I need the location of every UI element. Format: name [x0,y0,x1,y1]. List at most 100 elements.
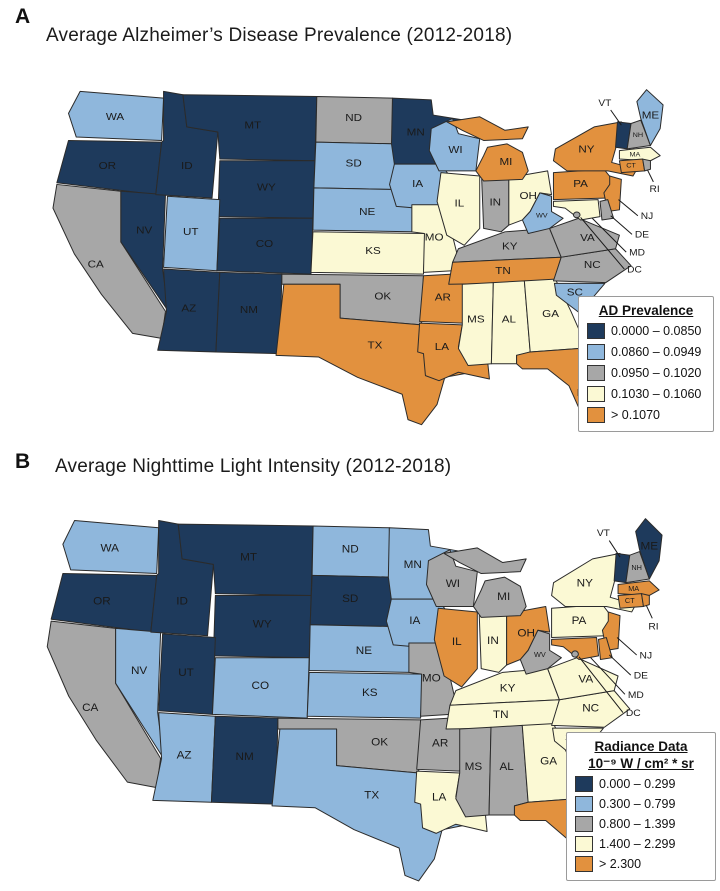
legend-swatch-class-4 [575,856,593,872]
state-dc [572,651,579,657]
panel-b-label: B [15,450,31,473]
legend-class-label: 0.800 – 1.399 [599,817,676,831]
state-nd-label: ND [345,113,362,124]
state-me-label: ME [642,110,659,121]
state-ia-label: IA [409,615,421,627]
state-vt-leader-line [609,541,620,557]
state-ma [619,147,660,161]
state-az [158,269,220,352]
state-ma [618,581,659,596]
state-mo-label: MO [425,232,444,243]
legend-b-unit: 10⁻⁹ W / cm² * sr [588,756,694,771]
state-sd-label: SD [342,593,358,605]
state-md-leader-line [591,658,625,695]
state-ga-label: GA [540,756,557,768]
legend-row: 0.000 – 0.299 [575,776,707,792]
legend-class-label: 0.300 – 0.799 [599,797,676,811]
state-ne-label: NE [359,207,375,218]
state-wy-label: WY [253,619,272,631]
state-ms-label: MS [465,762,483,774]
us-choropleth-map-light-intensity: WA OR CA NV ID MT WY UT CO AZ NM ND SD NE KS OK TX MN IA MO… [14,493,664,891]
state-va-label: VA [580,233,595,244]
state-vt-leader-line [611,110,622,125]
state-az-label: AZ [177,750,192,762]
state-de-label: DE [634,671,649,682]
state-dc-label: DC [627,265,642,275]
state-mi-label: MI [497,591,510,603]
state-ny-label: NY [578,144,595,155]
legend-class-label: 0.0860 – 0.0949 [611,345,702,359]
state-ct-label: CT [625,597,635,605]
state-ut-label: UT [183,227,199,238]
state-tn-label: TN [495,266,511,277]
panel-b: B Average Nighttime Light Intensity (201… [0,445,720,891]
state-md [552,638,599,660]
state-oh-label: OH [517,628,535,640]
state-ri-leader-line [646,606,652,619]
legend-b-title: Radiance Data [594,739,688,754]
state-ks [307,672,422,718]
state-ne-label: NE [356,645,373,657]
state-mn-label: MN [404,559,422,571]
legend-a-title: AD Prevalence [598,303,694,318]
legend-swatch-class-4 [587,407,605,423]
panel-a-label: A [15,5,31,28]
us-choropleth-map-ad-prevalence: WA OR CA NV ID MT WY UT CO AZ NM ND SD NE KS OK TX MN IA MO… [20,66,665,434]
state-ga-label: GA [542,309,560,320]
state-ca-label: CA [82,702,99,714]
legend-swatch-class-1 [575,796,593,812]
state-tx-label: TX [364,790,379,802]
state-nd-label: ND [342,544,359,556]
state-in-label: IN [487,635,499,647]
legend-swatch-class-0 [575,776,593,792]
state-wv-label: WV [534,651,546,659]
legend-class-label: 0.0000 – 0.0850 [611,324,702,338]
legend-row: 0.300 – 0.799 [575,796,707,812]
state-me [637,90,663,146]
state-ca-label: CA [88,259,105,270]
legend-swatch-class-0 [587,323,605,339]
state-mt-label: MT [244,120,261,131]
legend-row: 0.0860 – 0.0949 [587,344,705,360]
state-nh-label: NH [633,132,644,139]
state-tn-label: TN [493,709,509,721]
state-de-leader-line [611,216,632,235]
state-ri-label: RI [648,622,658,633]
state-ks-label: KS [365,245,381,256]
state-pa-label: PA [572,615,587,627]
state-md [553,200,600,220]
state-or-label: OR [99,161,117,172]
legend-row: 0.1030 – 0.1060 [587,386,705,402]
legend-radiance: Radiance Data 10⁻⁹ W / cm² * sr 0.000 – … [566,732,716,881]
state-dc-leader-line [581,217,625,269]
state-ky-label: KY [502,241,518,252]
legend-ad-prevalence: AD Prevalence 0.0000 – 0.0850 0.0860 – 0.… [578,296,714,432]
state-wy-label: WY [257,182,276,193]
state-ks-label: KS [362,687,378,699]
state-nm-label: NM [240,305,258,316]
state-ri [643,159,651,171]
legend-swatch-class-3 [587,386,605,402]
state-pa-label: PA [573,179,588,190]
state-nc-label: NC [582,703,599,715]
state-wa-label: WA [101,543,120,555]
state-ny-label: NY [577,578,594,590]
state-id-label: ID [176,596,188,608]
state-ia-label: IA [412,179,424,190]
state-az-label: AZ [181,303,196,314]
state-de-leader-line [609,655,631,675]
state-co-label: CO [256,239,273,250]
state-ks [311,232,425,274]
state-mi [447,117,528,181]
state-az [153,713,216,803]
legend-row: 1.400 – 2.299 [575,836,707,852]
state-md-label: MD [629,248,645,258]
state-ct-label: CT [626,163,636,170]
legend-class-label: 0.000 – 0.299 [599,777,676,791]
panel-a: A Average Alzheimer’s Disease Prevalence… [0,0,720,445]
state-wv-label: WV [536,213,548,220]
state-tx [272,729,477,881]
state-dc [573,212,580,218]
state-nj-label: NJ [641,212,654,222]
legend-row: > 0.1070 [587,407,705,423]
